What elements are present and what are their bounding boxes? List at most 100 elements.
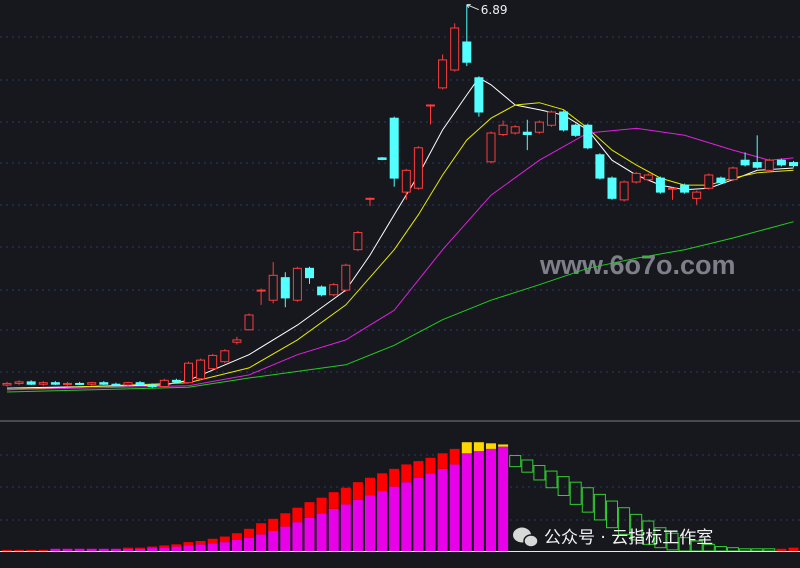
candle-body: [99, 382, 109, 385]
candle-body: [486, 132, 496, 163]
candle-body: [244, 314, 254, 331]
indicator-bar: [256, 534, 267, 551]
indicator-bar: [2, 549, 12, 551]
candle-body: [329, 284, 339, 296]
candle-body: [159, 379, 169, 388]
indicator-bar: [147, 547, 158, 551]
candle-body: [438, 59, 448, 89]
candle-body: [728, 167, 738, 181]
indicator-bar: [328, 492, 339, 509]
candle-body: [268, 274, 278, 301]
candle-body: [135, 382, 145, 386]
indicator-bar: [123, 547, 133, 549]
candle-body: [256, 289, 266, 292]
indicator-bar: [352, 482, 363, 500]
indicator-bar: [292, 507, 303, 523]
indicator-bar: [340, 504, 351, 551]
indicator-bar: [389, 486, 400, 551]
indicator-bar: [195, 544, 206, 551]
candle-body: [184, 362, 193, 384]
caption-badge: 公众号 · 云指标工作室: [513, 527, 713, 548]
indicator-bar: [449, 464, 460, 551]
indicator-bar: [171, 546, 182, 551]
candle-body: [50, 382, 60, 385]
indicator-bar: [437, 453, 448, 469]
indicator-bar: [316, 513, 327, 551]
indicator-bar: [219, 536, 230, 543]
candle-body: [353, 232, 363, 251]
indicator-bar: [316, 497, 327, 514]
indicator-bar: [159, 545, 170, 548]
indicator-bar: [473, 451, 484, 551]
high-arrow: [466, 4, 479, 11]
candle-body: [571, 124, 581, 136]
indicator-bar: [50, 548, 61, 551]
indicator-bar: [425, 473, 436, 551]
candle-body: [643, 174, 653, 181]
indicator-bar: [328, 508, 339, 551]
indicator-box: [666, 532, 679, 551]
candle-body: [232, 339, 242, 343]
candle-body: [583, 124, 593, 149]
indicator-bar: [340, 487, 351, 505]
indicator-bar: [461, 442, 472, 454]
candle-body: [63, 382, 72, 385]
candle-body: [87, 382, 97, 385]
indicator-bar: [159, 547, 170, 551]
indicator-bar: [147, 546, 158, 548]
ma-line: [6, 127, 794, 391]
candle-body: [365, 197, 375, 200]
indicator-box: [593, 493, 606, 521]
indicator-box: [581, 487, 594, 513]
candle-body: [147, 384, 157, 388]
indicator-bar: [498, 444, 509, 447]
candle-body: [559, 111, 569, 131]
candle-body: [789, 162, 798, 167]
ma-line: [6, 221, 794, 393]
candle-body: [111, 383, 121, 386]
indicator-bar: [268, 531, 279, 551]
candle-body: [220, 350, 230, 363]
indicator-bar: [26, 549, 37, 551]
candle-body: [474, 77, 484, 113]
indicator-bar: [389, 468, 400, 487]
indicator-bar: [413, 477, 424, 551]
indicator-bar: [401, 482, 412, 551]
indicator-bar: [86, 548, 97, 551]
indicator-bar: [231, 539, 242, 551]
indicator-bar: [98, 548, 109, 551]
indicator-bar: [486, 448, 496, 551]
candle-body: [704, 174, 714, 189]
indicator-bar: [207, 538, 218, 544]
candle-body: [341, 264, 351, 291]
indicator-panel: [2, 442, 799, 552]
indicator-bar: [207, 543, 218, 551]
candle-body: [462, 41, 472, 63]
candle-body: [123, 382, 133, 386]
candle-body: [547, 111, 556, 126]
candle-body: [75, 382, 85, 385]
indicator-bar: [788, 547, 799, 551]
indicator-bar: [449, 448, 460, 465]
candle-body: [607, 177, 617, 199]
wechat-icon: [523, 534, 539, 548]
candle-body: [208, 354, 218, 370]
indicator-bar: [473, 442, 484, 452]
candle-body: [740, 159, 750, 166]
watermark: www.6o7o.com: [539, 250, 736, 280]
indicator-bar: [365, 477, 375, 496]
indicator-bar: [62, 548, 73, 551]
candle-body: [38, 382, 48, 385]
indicator-bar: [401, 464, 412, 483]
candle-body: [522, 131, 532, 136]
candle-body: [655, 177, 665, 193]
indicator-box: [521, 459, 534, 473]
indicator-bar: [183, 542, 194, 546]
candle-body: [680, 184, 690, 193]
candle-body: [534, 121, 544, 133]
caption: 公众号 · 云指标工作室: [544, 528, 713, 548]
indicator-box: [557, 476, 570, 497]
indicator-box: [642, 520, 655, 545]
indicator-bar: [377, 491, 388, 551]
indicator-bar: [365, 495, 375, 551]
